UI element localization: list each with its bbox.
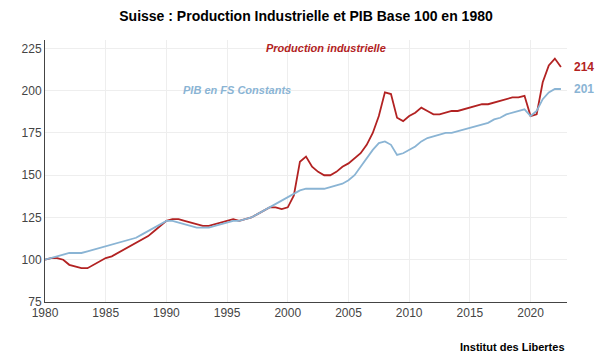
- svg-text:1985: 1985: [92, 306, 119, 320]
- svg-text:125: 125: [22, 211, 42, 225]
- svg-text:Suisse : Production Industriel: Suisse : Production Industrielle et PIB …: [119, 8, 493, 24]
- svg-text:200: 200: [22, 84, 42, 98]
- svg-text:1995: 1995: [214, 306, 241, 320]
- svg-text:Institut des Libertes: Institut des Libertes: [460, 341, 565, 353]
- svg-text:100: 100: [22, 253, 42, 267]
- svg-text:2015: 2015: [457, 306, 484, 320]
- svg-text:2005: 2005: [335, 306, 362, 320]
- svg-text:225: 225: [22, 42, 42, 56]
- svg-text:2010: 2010: [396, 306, 423, 320]
- svg-text:201: 201: [574, 82, 594, 96]
- svg-text:2000: 2000: [274, 306, 301, 320]
- svg-text:75: 75: [28, 295, 42, 309]
- svg-text:2020: 2020: [517, 306, 544, 320]
- svg-text:150: 150: [22, 168, 42, 182]
- svg-text:214: 214: [574, 60, 594, 74]
- svg-text:1990: 1990: [153, 306, 180, 320]
- svg-text:1980: 1980: [32, 306, 59, 320]
- svg-text:175: 175: [22, 126, 42, 140]
- svg-text:Production industrielle: Production industrielle: [266, 42, 386, 54]
- svg-text:PIB en FS Constants: PIB en FS Constants: [183, 84, 291, 96]
